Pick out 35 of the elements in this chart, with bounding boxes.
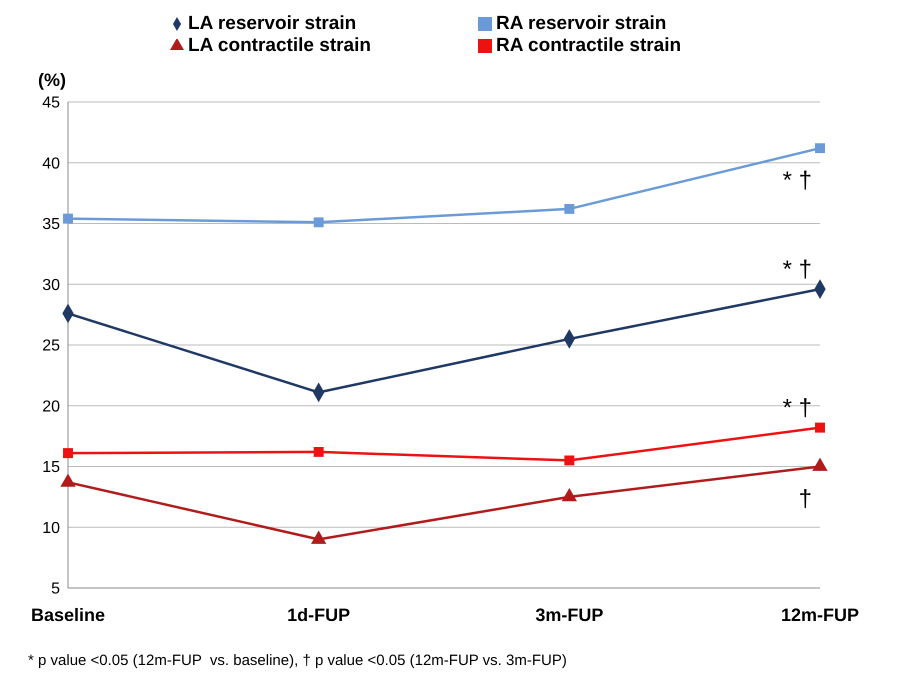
x-tick-label: Baseline <box>30 604 106 625</box>
y-tick-label: 30 <box>42 276 60 294</box>
y-tick-label: 25 <box>42 338 60 355</box>
point <box>562 488 577 502</box>
legend-label: LA reservoir strain <box>188 13 358 35</box>
y-axis-title: (%) <box>38 70 66 91</box>
point <box>314 446 324 457</box>
y-tick-label: 45 <box>42 94 60 112</box>
y-tick-label: 20 <box>42 398 60 416</box>
legend-label: RA contractile strain <box>496 35 682 57</box>
y-tick-label: 35 <box>42 216 60 234</box>
legend-label: RA reservoir strain <box>496 13 668 35</box>
text: * p value <0.05 (12m-FUP vs. baseline), † p value <0.05 (12m-FUP vs. 3m-FUP) <box>27 652 568 669</box>
point <box>311 531 326 544</box>
point <box>564 455 574 466</box>
y-tick-label: 10 <box>42 520 60 537</box>
x-tick-label: 12m-FUP <box>780 604 860 625</box>
x-tick-label: 1d-FUP <box>287 604 350 625</box>
x-tick-label: 3m-FUP <box>535 604 604 625</box>
point <box>812 458 828 471</box>
annotation: * † <box>782 167 812 194</box>
point <box>63 448 73 458</box>
annotation: † <box>798 486 812 512</box>
point <box>815 422 825 433</box>
point <box>815 143 825 154</box>
point <box>314 217 324 228</box>
annotation: * † <box>782 256 812 284</box>
legend-label: LA contractile strain <box>188 35 372 57</box>
y-tick-label: 15 <box>42 459 60 476</box>
point <box>564 204 574 214</box>
point <box>63 214 73 224</box>
point <box>60 474 76 487</box>
y-tick-label: 40 <box>42 155 60 172</box>
annotation: * † <box>782 394 812 422</box>
y-tick-label: 5 <box>51 580 60 598</box>
